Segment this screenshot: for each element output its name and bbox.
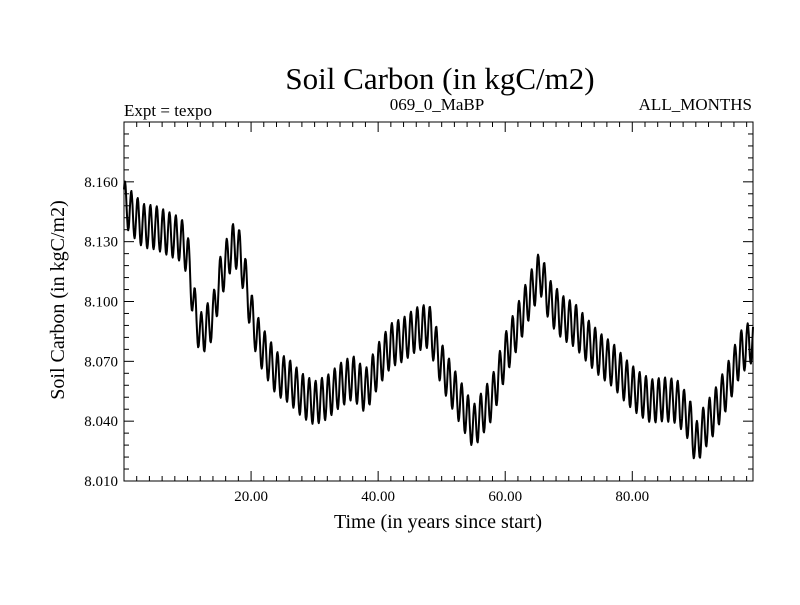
period-label: 069_0_MaBP [390,95,484,114]
months-label: ALL_MONTHS [639,95,752,114]
x-tick-label: 80.00 [615,489,649,505]
y-tick-label: 8.010 [84,474,118,490]
y-tick-label: 8.130 [84,235,118,251]
plot-frame [123,121,754,482]
x-axis-label: Time (in years since start) [334,511,542,533]
y-tick-label: 8.100 [84,295,118,311]
axis-tick-labels: 20.00 40.00 60.00 80.00 8.010 8.040 8.070 8.100… [84,175,649,505]
series-line [123,180,754,460]
y-tick-label: 8.160 [84,175,118,191]
x-tick-label: 20.00 [234,489,268,505]
x-tick-label: 40.00 [361,489,395,505]
chart-title: Soil Carbon (in kgC/m2) [285,61,594,96]
y-tick-label: 8.070 [84,354,118,370]
experiment-label: Expt = texpo [124,101,212,120]
y-axis-label: Soil Carbon (in kgC/m2) [47,200,69,399]
y-tick-label: 8.040 [84,414,118,430]
x-tick-label: 60.00 [488,489,522,505]
